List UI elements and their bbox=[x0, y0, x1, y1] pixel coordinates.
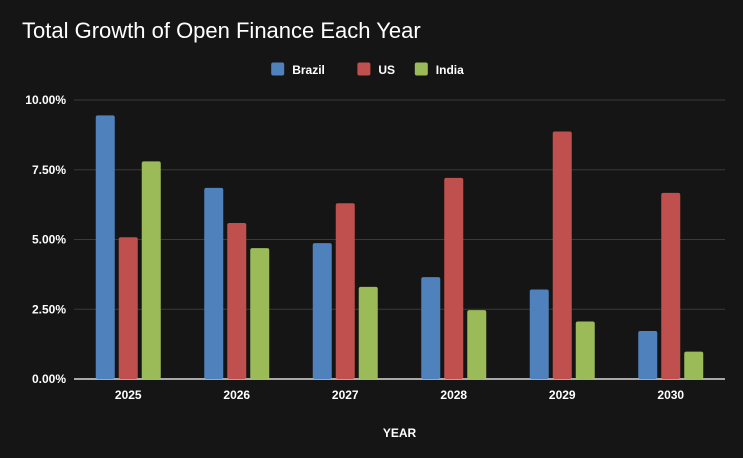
x-tick-label: 2030 bbox=[657, 388, 684, 402]
legend-swatch-us bbox=[357, 62, 371, 76]
legend-label-india[interactable]: India bbox=[436, 63, 464, 77]
bar-india-2025 bbox=[141, 161, 161, 379]
x-tick-label: 2029 bbox=[549, 388, 576, 402]
bar-us-2029 bbox=[552, 131, 572, 379]
y-tick-label: 7.50% bbox=[32, 163, 66, 177]
bar-india-2028 bbox=[467, 310, 487, 379]
bar-brazil-2030 bbox=[638, 331, 658, 379]
y-tick-label: 0.00% bbox=[32, 372, 66, 386]
bar-india-2026 bbox=[250, 248, 270, 379]
bar-us-2025 bbox=[118, 237, 138, 379]
bar-us-2027 bbox=[335, 203, 355, 379]
y-tick-label: 5.00% bbox=[32, 233, 66, 247]
bar-india-2027 bbox=[358, 286, 378, 379]
bar-brazil-2025 bbox=[95, 115, 115, 379]
legend-label-us[interactable]: US bbox=[378, 63, 395, 77]
bar-brazil-2026 bbox=[204, 187, 224, 379]
legend-label-brazil[interactable]: Brazil bbox=[292, 63, 325, 77]
bar-brazil-2028 bbox=[421, 277, 441, 379]
chart-title: Total Growth of Open Finance Each Year bbox=[22, 18, 421, 43]
legend-swatch-brazil bbox=[271, 62, 285, 76]
x-axis-title: YEAR bbox=[383, 426, 417, 440]
y-tick-label: 2.50% bbox=[32, 302, 66, 316]
y-tick-label: 10.00% bbox=[25, 93, 66, 107]
x-tick-label: 2026 bbox=[223, 388, 250, 402]
bar-us-2028 bbox=[444, 177, 464, 379]
legend-swatch-india bbox=[414, 62, 428, 76]
bar-india-2030 bbox=[684, 351, 704, 379]
x-tick-label: 2027 bbox=[332, 388, 359, 402]
x-tick-label: 2025 bbox=[115, 388, 142, 402]
bar-india-2029 bbox=[575, 321, 595, 379]
bar-us-2030 bbox=[661, 192, 681, 379]
bar-us-2026 bbox=[227, 223, 247, 379]
x-tick-label: 2028 bbox=[440, 388, 467, 402]
bar-brazil-2027 bbox=[312, 243, 332, 379]
bar-brazil-2029 bbox=[529, 289, 549, 379]
